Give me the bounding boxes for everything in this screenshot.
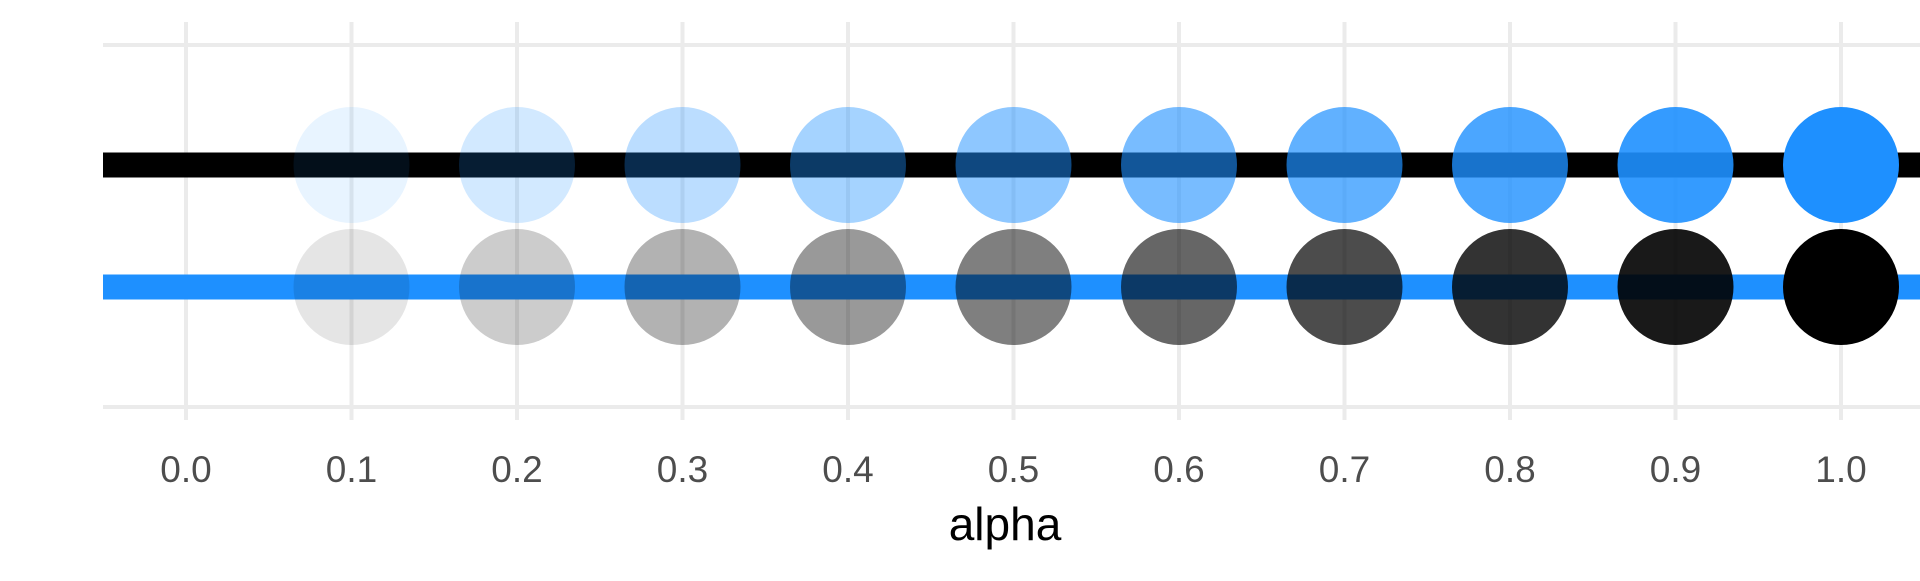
- x-tick-labels: 0.0 0.1 0.2 0.3 0.4 0.5 0.6 0.7 0.8 0.9 1.0: [160, 449, 1866, 490]
- point-row2-1: [293, 229, 410, 345]
- point-row2-4: [790, 229, 906, 345]
- point-row2-5: [955, 229, 1072, 345]
- point-row2-9: [1617, 229, 1734, 345]
- point-row2-7: [1286, 229, 1403, 345]
- point-row1-9: [1617, 107, 1734, 223]
- x-tick-label: 0.1: [326, 449, 377, 490]
- x-tick-label: 0.3: [657, 449, 708, 490]
- series-points: [293, 107, 1899, 345]
- point-row1-5: [955, 107, 1072, 223]
- x-tick-label: 0.6: [1153, 449, 1204, 490]
- x-tick-label: 0.7: [1319, 449, 1370, 490]
- x-tick-label: 0.0: [160, 449, 211, 490]
- point-row1-10: [1783, 107, 1899, 223]
- x-tick-label: 0.4: [822, 449, 873, 490]
- point-row2-10: [1783, 229, 1899, 345]
- x-tick-label: 0.8: [1484, 449, 1535, 490]
- point-row1-8: [1452, 107, 1568, 223]
- point-row2-6: [1121, 229, 1237, 345]
- point-row1-4: [790, 107, 906, 223]
- point-row1-3: [624, 107, 741, 223]
- point-row2-3: [624, 229, 741, 345]
- x-tick-label: 0.2: [491, 449, 542, 490]
- point-row1-2: [459, 107, 575, 223]
- x-tick-label: 0.5: [988, 449, 1039, 490]
- point-row1-6: [1121, 107, 1237, 223]
- x-tick-label: 1.0: [1815, 449, 1866, 490]
- x-axis-title: alpha: [949, 498, 1062, 550]
- point-row1-7: [1286, 107, 1403, 223]
- point-row2-8: [1452, 229, 1568, 345]
- point-row2-2: [459, 229, 575, 345]
- x-tick-label: 0.9: [1650, 449, 1701, 490]
- point-row1-1: [293, 107, 410, 223]
